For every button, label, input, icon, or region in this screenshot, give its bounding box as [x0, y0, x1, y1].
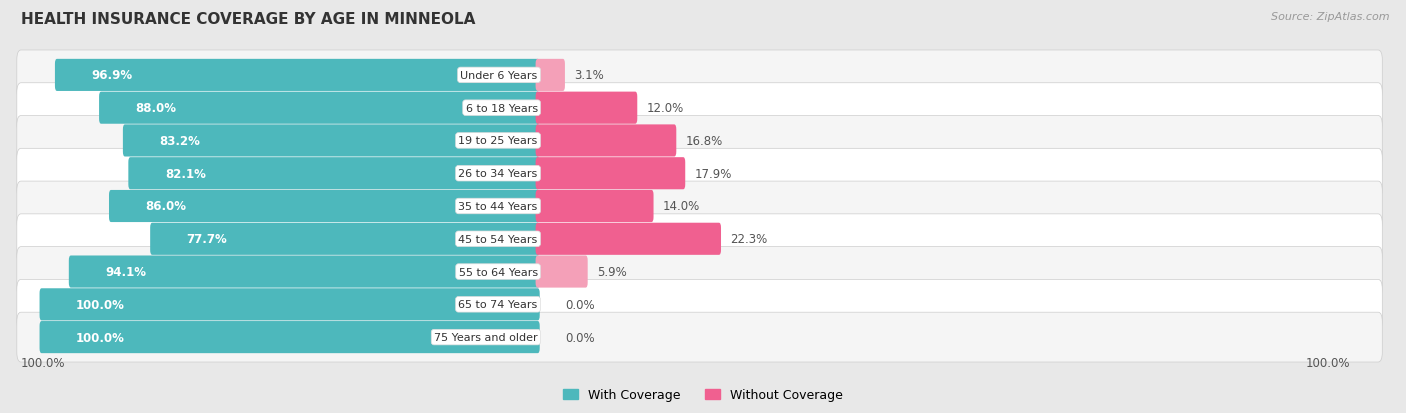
Text: 65 to 74 Years: 65 to 74 Years [458, 299, 537, 310]
Text: 6 to 18 Years: 6 to 18 Years [465, 103, 537, 114]
Text: 16.8%: 16.8% [685, 135, 723, 147]
FancyBboxPatch shape [17, 51, 1382, 101]
Text: 100.0%: 100.0% [76, 298, 125, 311]
Text: 0.0%: 0.0% [565, 298, 595, 311]
Text: 100.0%: 100.0% [76, 331, 125, 344]
Text: 96.9%: 96.9% [91, 69, 132, 82]
Legend: With Coverage, Without Coverage: With Coverage, Without Coverage [562, 388, 844, 401]
Text: 17.9%: 17.9% [695, 167, 731, 180]
Text: 100.0%: 100.0% [1306, 356, 1351, 369]
FancyBboxPatch shape [17, 247, 1382, 297]
FancyBboxPatch shape [17, 214, 1382, 264]
FancyBboxPatch shape [17, 149, 1382, 199]
Text: 88.0%: 88.0% [135, 102, 177, 115]
Text: 55 to 64 Years: 55 to 64 Years [458, 267, 537, 277]
FancyBboxPatch shape [110, 190, 540, 223]
FancyBboxPatch shape [17, 313, 1382, 362]
Text: 19 to 25 Years: 19 to 25 Years [458, 136, 537, 146]
FancyBboxPatch shape [17, 280, 1382, 330]
FancyBboxPatch shape [536, 158, 685, 190]
FancyBboxPatch shape [536, 223, 721, 255]
Text: 75 Years and older: 75 Years and older [434, 332, 537, 342]
FancyBboxPatch shape [536, 190, 654, 223]
Text: 82.1%: 82.1% [165, 167, 205, 180]
Text: 94.1%: 94.1% [105, 266, 146, 278]
FancyBboxPatch shape [150, 223, 540, 255]
Text: 26 to 34 Years: 26 to 34 Years [458, 169, 537, 179]
Text: 22.3%: 22.3% [730, 233, 768, 246]
FancyBboxPatch shape [69, 256, 540, 288]
FancyBboxPatch shape [536, 256, 588, 288]
FancyBboxPatch shape [128, 158, 540, 190]
Text: 100.0%: 100.0% [21, 356, 66, 369]
Text: 45 to 54 Years: 45 to 54 Years [458, 234, 537, 244]
Text: 86.0%: 86.0% [145, 200, 187, 213]
FancyBboxPatch shape [98, 93, 540, 124]
FancyBboxPatch shape [55, 60, 540, 92]
FancyBboxPatch shape [536, 125, 676, 157]
Text: HEALTH INSURANCE COVERAGE BY AGE IN MINNEOLA: HEALTH INSURANCE COVERAGE BY AGE IN MINN… [21, 12, 475, 27]
Text: 35 to 44 Years: 35 to 44 Years [458, 202, 537, 211]
Text: 12.0%: 12.0% [647, 102, 683, 115]
FancyBboxPatch shape [39, 289, 540, 320]
Text: Source: ZipAtlas.com: Source: ZipAtlas.com [1271, 12, 1389, 22]
Text: 3.1%: 3.1% [574, 69, 603, 82]
Text: 5.9%: 5.9% [596, 266, 627, 278]
FancyBboxPatch shape [122, 125, 540, 157]
Text: Under 6 Years: Under 6 Years [460, 71, 537, 81]
FancyBboxPatch shape [39, 321, 540, 353]
Text: 0.0%: 0.0% [565, 331, 595, 344]
FancyBboxPatch shape [17, 182, 1382, 231]
Text: 77.7%: 77.7% [187, 233, 228, 246]
FancyBboxPatch shape [536, 60, 565, 92]
Text: 83.2%: 83.2% [159, 135, 200, 147]
Text: 14.0%: 14.0% [662, 200, 700, 213]
FancyBboxPatch shape [17, 116, 1382, 166]
FancyBboxPatch shape [17, 83, 1382, 133]
FancyBboxPatch shape [536, 93, 637, 124]
